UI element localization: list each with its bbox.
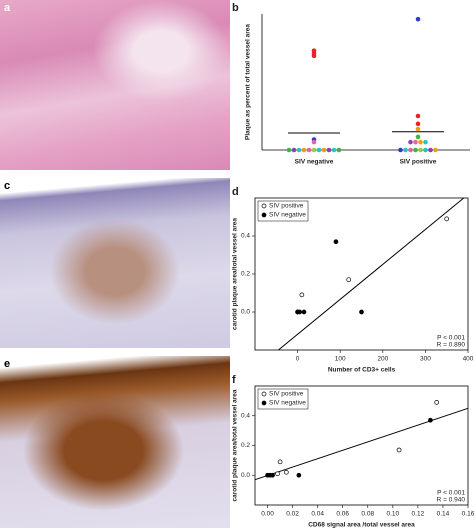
- annotation: P < 0.001: [437, 490, 465, 497]
- point: [301, 309, 307, 315]
- histology-image: a: [0, 0, 230, 170]
- dot: [286, 147, 292, 153]
- legend-label: SIV positive: [269, 391, 304, 398]
- point: [297, 309, 303, 315]
- y-tick-label: 0.2: [241, 442, 250, 449]
- y-tick-label: 0.0: [241, 309, 250, 316]
- legend-label: SIV negative: [269, 400, 306, 407]
- dot: [311, 50, 317, 56]
- panel-label: d: [232, 186, 239, 198]
- x-axis-title: Number of CD3+ cells: [328, 367, 396, 374]
- legend-marker: [261, 212, 267, 218]
- point: [267, 472, 273, 478]
- annotation: P < 0.001: [437, 335, 465, 342]
- point: [299, 292, 305, 298]
- dot: [423, 147, 428, 153]
- x-axis-title: CD68 signal area /total vessel area: [308, 522, 415, 528]
- dot: [311, 139, 317, 145]
- fit-line: [278, 197, 465, 351]
- x-tick-label: 0.16: [462, 511, 474, 518]
- dot: [311, 147, 317, 153]
- y-axis-title: Plaque as percent of total vessel area: [245, 24, 252, 140]
- annotation: R = 0.890: [437, 342, 466, 349]
- dot: [418, 139, 423, 145]
- dot: [321, 147, 327, 153]
- panel-label: b: [232, 2, 239, 14]
- legend-box: [257, 200, 309, 222]
- x-tick-label: 0.02: [286, 511, 299, 518]
- dot: [306, 147, 312, 153]
- x-tick-label: 0.14: [437, 511, 450, 518]
- dot: [415, 121, 421, 127]
- x-tick-label: SIV negative: [295, 159, 334, 166]
- panel-label: f: [232, 374, 236, 386]
- x-tick-label: 0.08: [361, 511, 374, 518]
- dot: [331, 147, 337, 153]
- point: [346, 277, 352, 283]
- x-tick-label: 300: [420, 356, 431, 363]
- point: [434, 400, 440, 405]
- legend-box: [257, 388, 309, 410]
- dot: [423, 139, 428, 145]
- x-tick-label: SIV positive: [400, 159, 437, 166]
- x-tick-label: 0.10: [386, 511, 399, 518]
- panel-label: c: [4, 180, 11, 192]
- legend-marker: [261, 391, 267, 397]
- dot: [413, 147, 418, 153]
- point: [333, 239, 339, 245]
- dot: [428, 147, 433, 153]
- x-tick-label: 0.04: [311, 511, 324, 518]
- panel-label: a: [4, 2, 11, 14]
- dot: [291, 147, 297, 153]
- dot: [301, 147, 307, 153]
- fit-line: [254, 407, 469, 481]
- legend-label: SIV positive: [269, 203, 304, 210]
- histology-image: c: [0, 178, 230, 348]
- x-tick-label: 100: [335, 356, 346, 363]
- point: [396, 447, 402, 453]
- dot: [398, 147, 403, 153]
- x-tick-label: 0.12: [412, 511, 425, 518]
- legend-marker: [261, 400, 267, 406]
- dot: [296, 147, 302, 153]
- x-tick-label: 0.00: [261, 511, 274, 518]
- legend-marker: [261, 203, 267, 209]
- dot: [316, 147, 322, 153]
- dot: [403, 147, 408, 153]
- dot: [326, 147, 332, 153]
- dot: [336, 147, 342, 153]
- point: [444, 216, 450, 222]
- dot: [418, 147, 423, 153]
- point: [296, 472, 302, 478]
- point: [277, 459, 283, 465]
- x-tick-label: 400: [463, 356, 474, 363]
- x-tick-label: 0: [296, 356, 300, 363]
- histology-image: e: [0, 356, 230, 528]
- y-tick-label: 0.0: [241, 472, 250, 479]
- annotation: R = 0.940: [437, 497, 466, 504]
- x-tick-label: 200: [377, 356, 388, 363]
- dot: [408, 147, 413, 153]
- point: [428, 417, 433, 423]
- dot: [415, 134, 421, 140]
- y-axis-title: carotid plaque area/total vessel area: [232, 218, 239, 330]
- point: [275, 471, 280, 477]
- dot: [415, 126, 421, 132]
- panel-label: e: [4, 358, 11, 370]
- dot: [433, 147, 438, 153]
- dot: [413, 139, 418, 145]
- point: [283, 469, 289, 475]
- y-axis-title: carotid plaque area/total vessel area: [232, 389, 239, 501]
- dot: [408, 139, 413, 145]
- legend-label: SIV negative: [269, 212, 306, 219]
- y-tick-label: 0.4: [241, 233, 250, 240]
- dot: [415, 113, 421, 119]
- x-tick-label: 0.06: [336, 511, 349, 518]
- point: [359, 309, 364, 315]
- y-tick-label: 0.2: [241, 271, 250, 278]
- y-tick-label: 0.4: [241, 412, 250, 419]
- dot: [415, 16, 421, 22]
